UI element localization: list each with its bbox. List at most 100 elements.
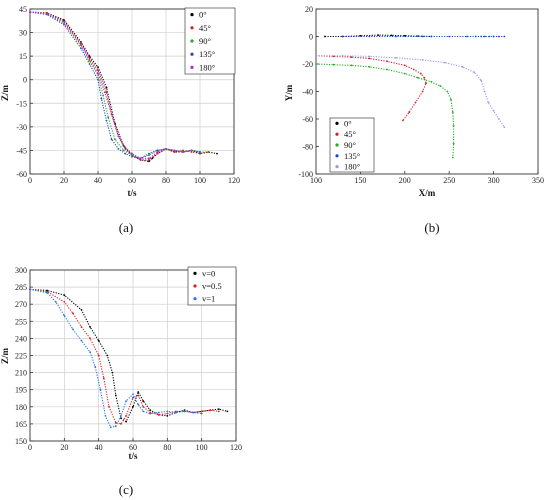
data-point	[480, 79, 483, 82]
data-point	[124, 146, 127, 149]
data-point	[166, 412, 169, 415]
y-tick-label: 15	[19, 52, 27, 61]
y-tick-label: 165	[15, 420, 27, 429]
data-point	[173, 151, 176, 153]
x-tick-label: 120	[230, 443, 242, 452]
legend-marker	[335, 154, 339, 158]
data-point	[368, 55, 371, 58]
x-axis-label: t/s	[128, 188, 137, 198]
data-point	[117, 135, 120, 138]
x-axis-label: X/m	[419, 188, 436, 198]
data-point	[97, 339, 100, 342]
y-tick-label: -30	[16, 123, 27, 132]
series-line-1	[315, 55, 427, 121]
x-tick-label: 60	[129, 443, 137, 452]
data-point	[102, 94, 104, 97]
data-point	[72, 312, 74, 315]
data-point	[421, 59, 424, 61]
data-point	[122, 149, 125, 152]
data-point	[148, 154, 150, 157]
data-point	[414, 101, 417, 104]
data-point	[350, 56, 353, 58]
legend-label: 90°	[344, 140, 356, 150]
x-tick-label: 350	[532, 176, 544, 185]
x-tick-label: 60	[128, 176, 136, 185]
legend-label: 0°	[199, 10, 207, 20]
legend-marker	[335, 165, 339, 169]
data-point	[46, 12, 48, 15]
y-tick-label: 0	[23, 76, 27, 85]
data-point	[182, 151, 184, 153]
data-point	[107, 116, 110, 119]
data-point	[492, 35, 495, 38]
data-point	[480, 35, 483, 38]
data-point	[137, 391, 140, 393]
y-tick-label: -60	[302, 115, 313, 124]
data-point	[503, 35, 506, 38]
y-tick-label: 195	[15, 386, 27, 395]
data-point	[97, 69, 99, 72]
data-point	[114, 425, 117, 428]
data-point	[105, 86, 108, 89]
data-point	[149, 409, 152, 412]
data-point	[94, 366, 97, 368]
data-point	[368, 57, 371, 60]
x-tick-label: 300	[488, 176, 500, 185]
data-point	[110, 138, 113, 141]
y-tick-label: 45	[19, 5, 27, 14]
y-tick-label: 0	[309, 33, 313, 42]
data-point	[148, 160, 150, 163]
data-point	[390, 34, 393, 37]
data-point	[402, 119, 404, 122]
legend-marker	[335, 132, 339, 136]
data-point	[97, 78, 99, 81]
panel-caption: (a)	[119, 220, 133, 235]
x-tick-label: 150	[354, 176, 366, 185]
data-point	[148, 159, 150, 161]
data-point	[425, 82, 427, 85]
y-axis-label: Z/m	[0, 85, 10, 102]
data-point	[80, 309, 83, 311]
data-point	[100, 97, 103, 100]
series-line-4	[316, 55, 505, 128]
y-tick-label: -40	[302, 88, 313, 97]
data-point	[403, 64, 406, 67]
panel-caption: (b)	[424, 220, 439, 235]
data-point	[142, 410, 145, 413]
data-point	[190, 151, 193, 153]
chart-panel-b: 100 150 200 250 300 350 -100 -80 -60 -40 -20 0 20 X/m…	[284, 5, 544, 235]
data-point	[46, 291, 49, 294]
series-line-0	[29, 288, 228, 423]
data-point	[157, 413, 160, 416]
legend-label: v=0.5	[202, 281, 222, 291]
data-point	[156, 152, 159, 155]
legend-marker	[335, 121, 339, 125]
x-tick-label: 200	[399, 176, 411, 185]
x-tick-label: 100	[194, 176, 206, 185]
data-point	[173, 149, 176, 152]
y-tick-label: -20	[302, 60, 313, 69]
data-point	[142, 400, 145, 402]
data-point	[341, 54, 344, 57]
data-point	[125, 415, 127, 417]
data-point	[461, 65, 464, 68]
data-point	[99, 388, 102, 391]
y-tick-label: 20	[305, 5, 313, 14]
legend-marker	[190, 26, 194, 30]
legend-marker	[190, 13, 194, 17]
data-point	[120, 415, 122, 417]
legend-label: 180°	[344, 162, 360, 172]
data-point	[483, 35, 486, 38]
data-point	[421, 90, 424, 93]
panel-caption: (c)	[119, 482, 133, 497]
series-line-0	[29, 11, 218, 162]
legend-marker	[190, 39, 194, 43]
data-point	[139, 159, 142, 161]
data-point	[190, 149, 193, 152]
data-point	[102, 377, 105, 380]
data-point	[88, 58, 91, 61]
data-point	[29, 288, 31, 291]
data-point	[324, 35, 326, 38]
legend-label: 180°	[199, 62, 215, 72]
